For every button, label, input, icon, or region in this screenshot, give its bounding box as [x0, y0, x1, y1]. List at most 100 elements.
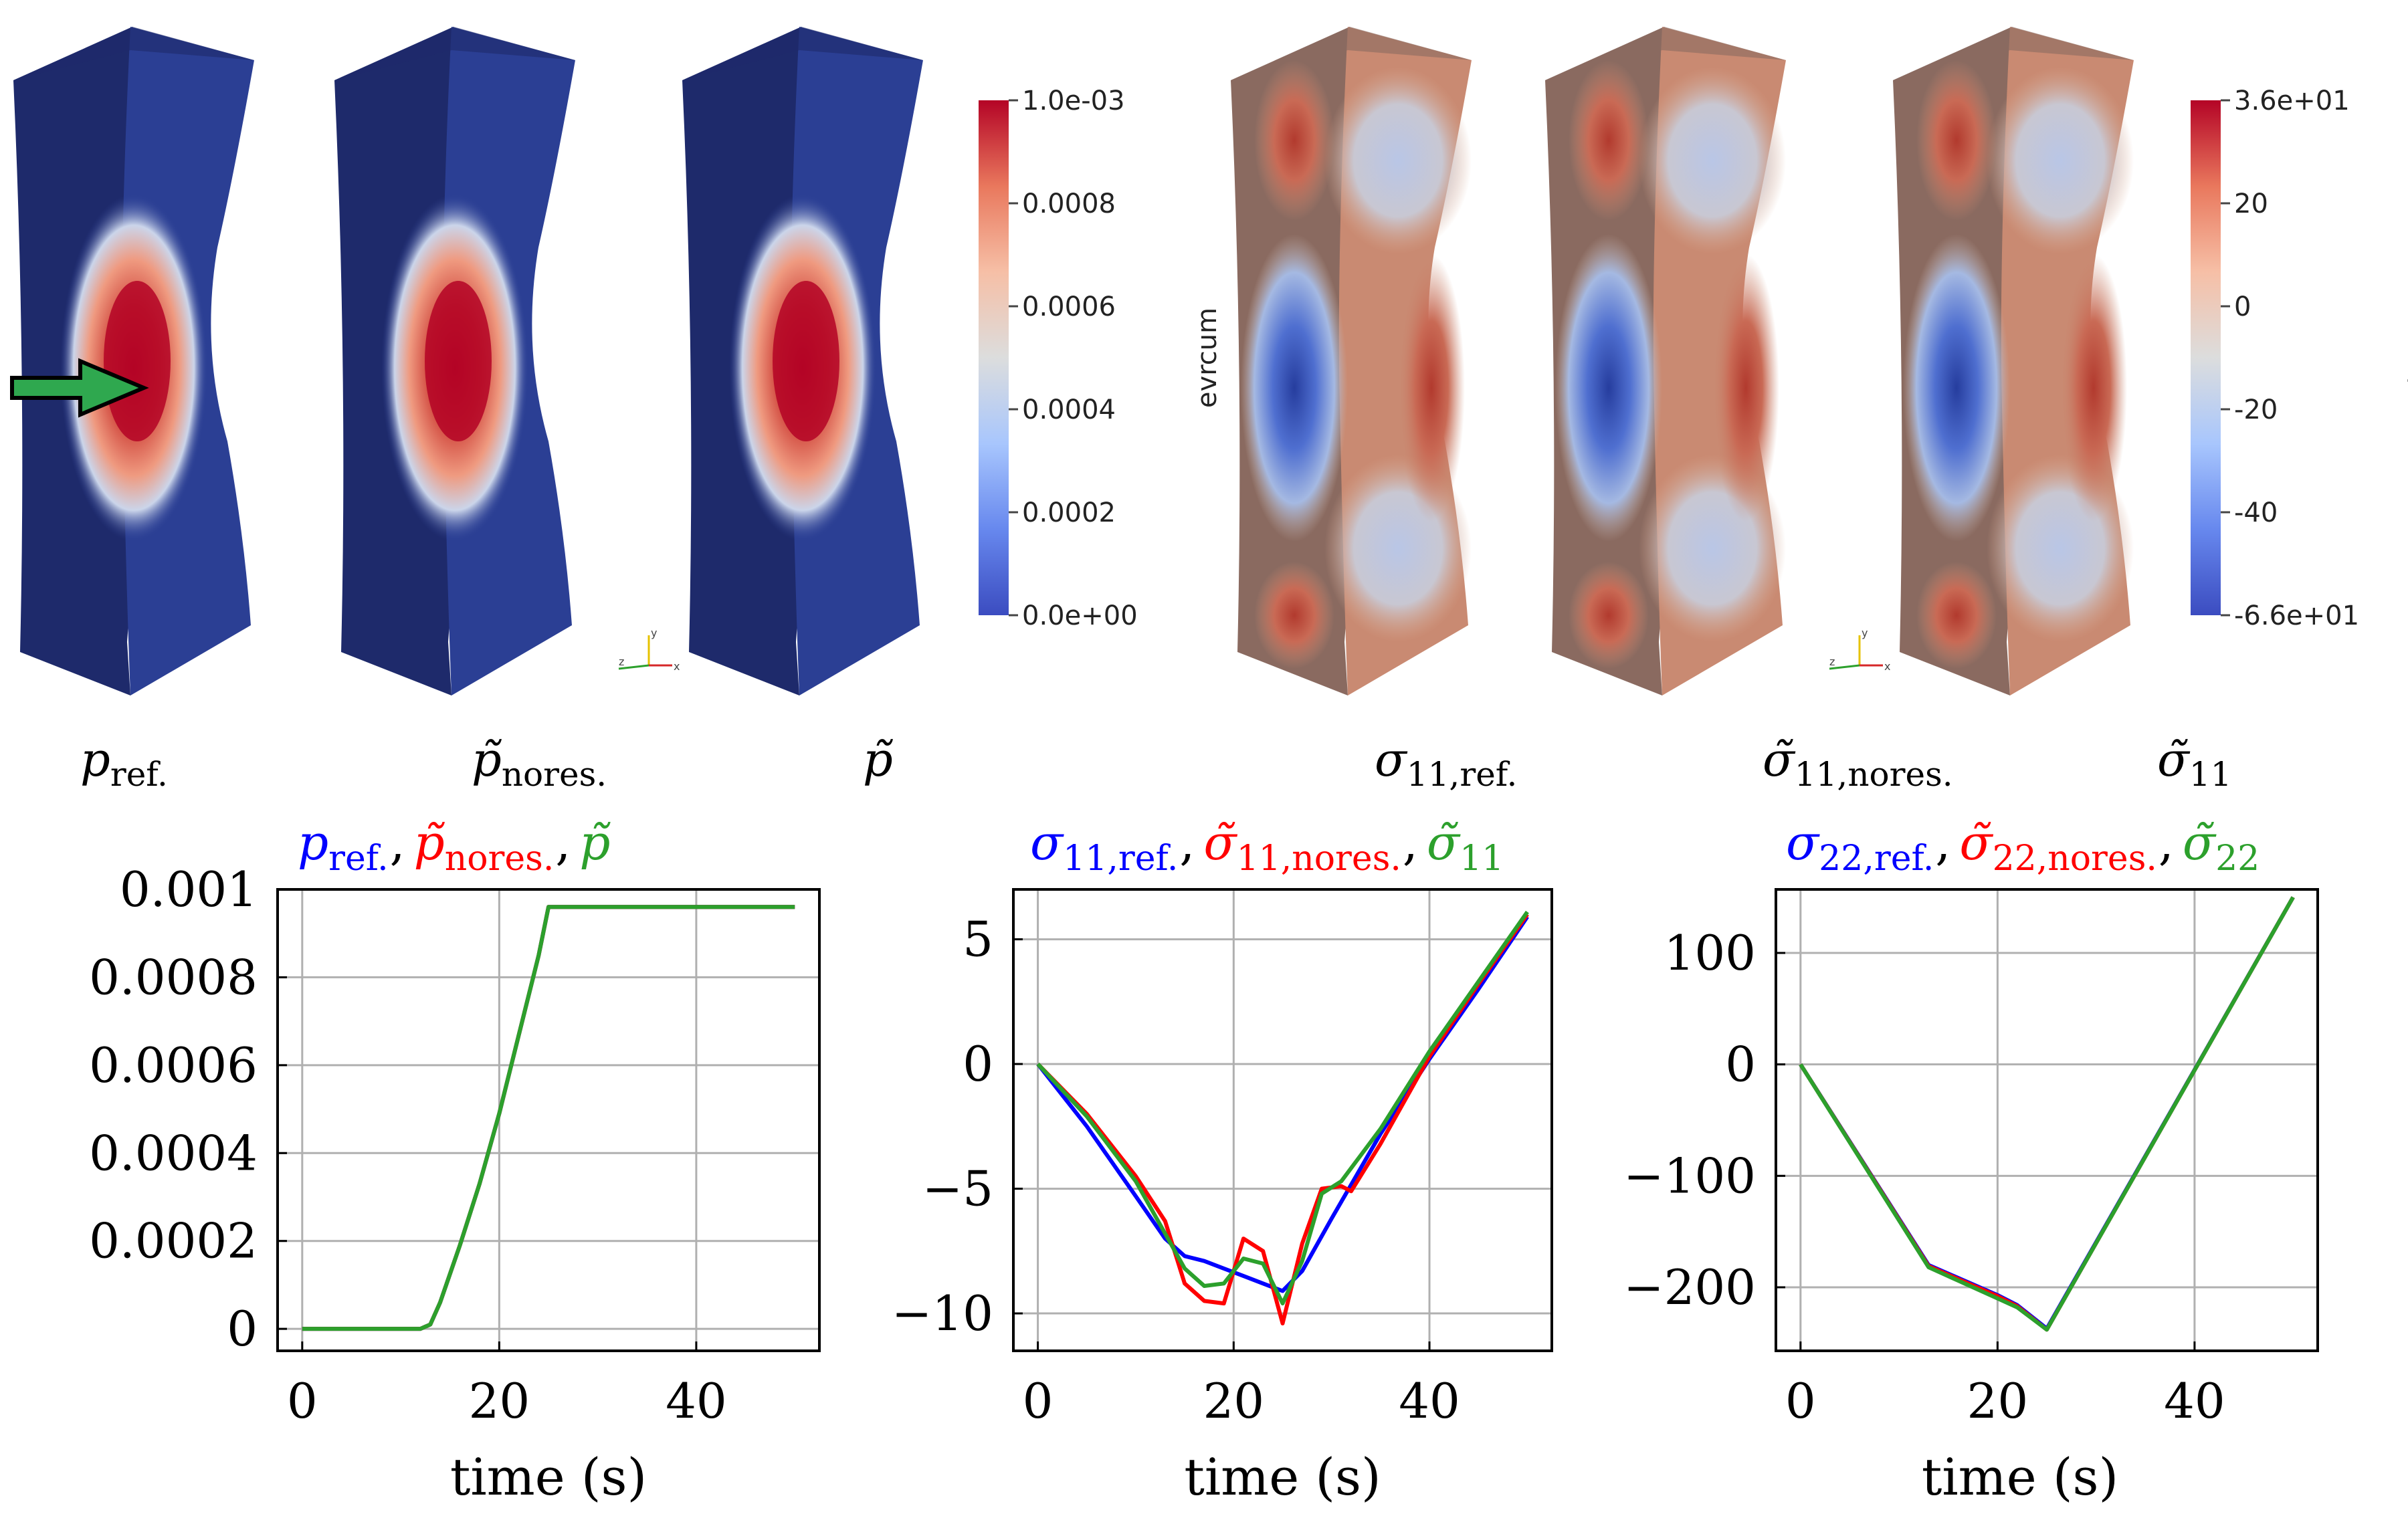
- tension-zone-right: [2060, 254, 2127, 522]
- compression-zone: [1903, 234, 2010, 542]
- field-label-right-0: σ11,ref.: [1375, 732, 1517, 794]
- tension-zone-lower: [1254, 562, 1334, 669]
- x-tick-label: 0: [1785, 1373, 1816, 1429]
- title-part-0: pref.: [298, 815, 389, 879]
- title-part-0: σ11,ref.: [1030, 815, 1178, 879]
- tension-zone-right: [1712, 254, 1779, 522]
- colorbar-tick-label: 0.0008: [1022, 189, 1116, 219]
- field-label-right-0-base: σ: [1375, 732, 1408, 787]
- axes-frame: [1012, 888, 1553, 1352]
- field-label-left-0-sub: ref.: [110, 755, 168, 794]
- pale-zone-upper: [1639, 67, 1786, 254]
- specimen-top-edge: [334, 27, 575, 80]
- colorbar-gradient: [979, 100, 1009, 615]
- title-part-1: p̃nores.: [414, 815, 555, 879]
- plastic-zone-core: [773, 281, 839, 441]
- title-part-0: σ22,ref.: [1786, 815, 1934, 879]
- title-part-1: σ̃22,nores.: [1959, 815, 2157, 879]
- indicator-arrow: [10, 358, 149, 418]
- title-part-1: σ̃11,nores.: [1203, 815, 1401, 879]
- series-line-ref: [1799, 896, 2295, 1331]
- field-label-left-2: p̃: [863, 732, 893, 787]
- tension-zone-upper: [1569, 60, 1649, 221]
- specimen-s-0: [1231, 27, 1472, 695]
- x-tick-label: 40: [2164, 1373, 2225, 1429]
- series-line-ref: [1036, 915, 1529, 1293]
- plastic-zone-core: [104, 281, 171, 441]
- colorbar-gradient: [2191, 100, 2221, 615]
- title-part-0-base: σ: [1030, 815, 1064, 871]
- x-tick-label: 20: [1967, 1373, 2029, 1429]
- specimen-top-edge: [13, 27, 254, 80]
- field-labels: pref. p̃nores. p̃ σ11,ref. σ̃11,nores. σ̃11: [80, 732, 2231, 794]
- compression-zone: [1555, 234, 1662, 542]
- axis-z-label: z: [619, 655, 624, 668]
- title-part-0-base: p: [298, 815, 328, 871]
- specimen-s-1: [1545, 27, 1786, 695]
- field-label-right-0-sub: 11,ref.: [1407, 755, 1518, 794]
- title-part-1-sub: 11,nores.: [1237, 839, 1401, 879]
- axis-z: [1829, 664, 1860, 670]
- plastic-zone-core: [425, 281, 492, 441]
- specimen-top-edge: [1893, 27, 2134, 80]
- title-part-2-base: σ̃: [2183, 815, 2217, 871]
- orientation-axes-left: y z x: [618, 627, 680, 673]
- title-part-2: σ̃11: [1427, 815, 1504, 879]
- field-label-right-2-base: σ̃: [2157, 732, 2191, 787]
- x-tick-label: 20: [1203, 1373, 1265, 1429]
- x-axis-label: time (s): [1922, 1447, 2118, 1507]
- colorbar-tick-label: -20: [2234, 395, 2278, 425]
- x-axis-label: time (s): [1184, 1447, 1381, 1507]
- axis-x-label: x: [1884, 660, 1890, 673]
- colorbar-tick-label: 0.0e+00: [1022, 601, 1138, 631]
- colorbar-tick-label: 3.6e+01: [2234, 86, 2350, 116]
- axis-x-label: x: [674, 660, 680, 673]
- x-tick-label: 40: [1399, 1373, 1460, 1429]
- x-tick-label: 20: [469, 1373, 530, 1429]
- colorbar-left: 1.0e-03 0.0008 0.0006 0.0004 0.0002 0.0e+00 ev…: [979, 86, 1223, 631]
- tension-zone-lower: [1569, 562, 1649, 669]
- field-label-left-1-base: p̃: [472, 732, 502, 787]
- title-part-2-base: σ̃: [1427, 815, 1461, 871]
- axis-y-label: y: [651, 627, 657, 639]
- colorbar-tick-label: 1.0e-03: [1022, 86, 1125, 116]
- title-part-0-base: σ: [1786, 815, 1820, 871]
- specimen-p-2: [682, 27, 923, 695]
- title-part-0-sub: 11,ref.: [1063, 839, 1178, 879]
- y-tick-label: 0.0002: [89, 1213, 258, 1269]
- colorbars: 1.0e-03 0.0008 0.0006 0.0004 0.0002 0.0e+00 ev…: [979, 86, 2408, 631]
- colorbar-tick-label: 0.0006: [1022, 292, 1116, 322]
- y-tick-label: 0: [963, 1036, 993, 1092]
- y-tick-label: 0.001: [120, 861, 258, 917]
- series-line-nores: [1799, 896, 2295, 1332]
- tension-zone-right: [1398, 254, 1465, 522]
- arrow-shape: [10, 358, 149, 418]
- title-part-1-sub: nores.: [445, 839, 555, 879]
- colorbar-title: evrcum: [1192, 308, 1223, 408]
- field-label-right-1: σ̃11,nores.: [1763, 732, 1953, 794]
- x-tick-label: 40: [666, 1373, 727, 1429]
- specimen-s-2: [1893, 27, 2134, 695]
- axes-frame: [276, 888, 821, 1352]
- axis-z: [618, 664, 649, 670]
- specimen-p-0: [13, 27, 254, 695]
- series-line-nores: [302, 905, 795, 1331]
- specimen-top-edge: [1231, 27, 1472, 80]
- title-part-2-base: p̃: [579, 815, 610, 871]
- pale-zone-upper: [1324, 67, 1472, 254]
- colorbar-tick-label: 0: [2234, 292, 2251, 322]
- field-label-right-1-base: σ̃: [1763, 732, 1796, 787]
- y-tick-label: −5: [922, 1161, 993, 1217]
- y-tick-label: 0: [227, 1301, 258, 1357]
- field-label-left-0-base: p: [80, 732, 110, 787]
- series-line-ref: [302, 905, 795, 1331]
- field-label-left-2-base: p̃: [863, 732, 893, 787]
- specimen-top-edge: [1545, 27, 1786, 80]
- axis-z-label: z: [1829, 655, 1835, 668]
- y-tick-label: 0.0004: [89, 1125, 258, 1181]
- series-line-approx: [1036, 910, 1529, 1306]
- field-label-right-2-sub: 11: [2189, 755, 2232, 794]
- y-tick-label: −100: [1623, 1148, 1756, 1204]
